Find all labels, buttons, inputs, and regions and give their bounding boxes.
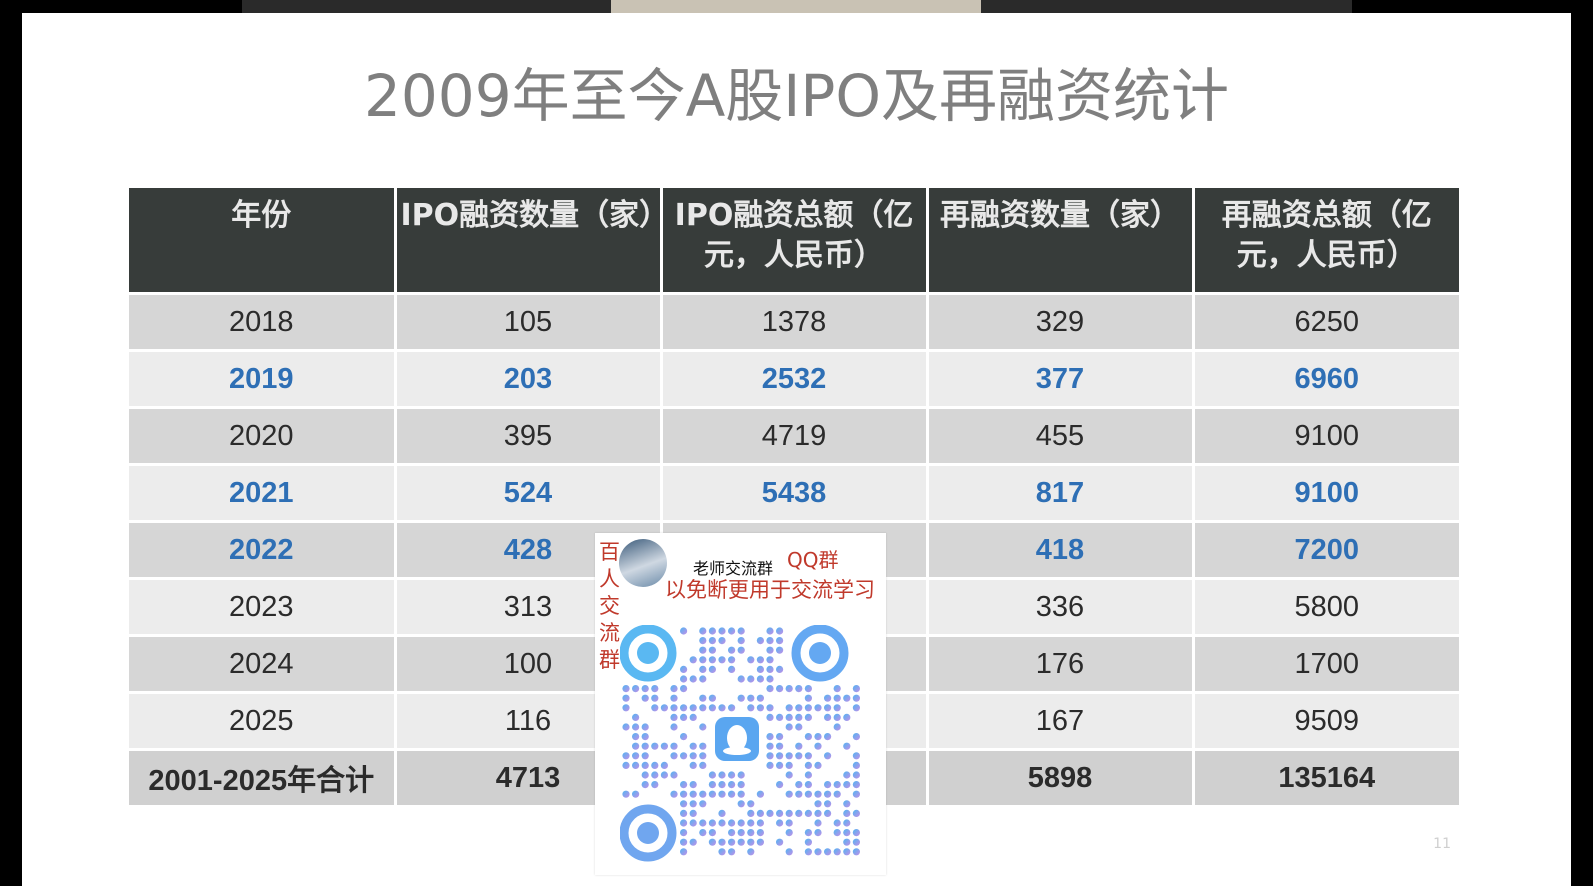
cell-refinance-count: 329 bbox=[927, 292, 1195, 351]
cell-refinance-count: 176 bbox=[927, 634, 1195, 693]
qr-code[interactable] bbox=[620, 625, 870, 863]
cell-ipo-amount: 5438 bbox=[661, 463, 929, 522]
cell-refinance-count: 455 bbox=[927, 406, 1195, 465]
cell-total-refinance-amount: 135164 bbox=[1193, 748, 1459, 805]
cell-ipo-amount: 4719 bbox=[661, 406, 929, 465]
header-year: 年份 bbox=[129, 188, 397, 294]
header-ipo-amount: IPO融资总额（亿元，人民币） bbox=[661, 188, 929, 294]
cell-refinance-amount: 7200 bbox=[1193, 520, 1459, 579]
cell-refinance-count: 817 bbox=[927, 463, 1195, 522]
cell-year: 2025 bbox=[129, 691, 397, 750]
cell-year: 2021 bbox=[129, 463, 397, 522]
top-bar bbox=[0, 0, 1593, 13]
table-row: 2018 105 1378 329 6250 bbox=[129, 292, 1459, 351]
cell-refinance-amount: 6250 bbox=[1193, 292, 1459, 351]
table-header-row: 年份 IPO融资数量（家） IPO融资总额（亿元，人民币） 再融资数量（家） 再… bbox=[129, 188, 1459, 294]
qr-side-label: 百人交流群 bbox=[599, 540, 620, 672]
cell-refinance-amount: 9100 bbox=[1193, 463, 1459, 522]
cell-ipo-count: 395 bbox=[395, 406, 663, 465]
cell-ipo-count: 524 bbox=[395, 463, 663, 522]
cell-refinance-count: 377 bbox=[927, 349, 1195, 408]
cell-year: 2018 bbox=[129, 292, 397, 351]
cell-refinance-amount: 1700 bbox=[1193, 634, 1459, 693]
cell-year: 2020 bbox=[129, 406, 397, 465]
cell-year: 2023 bbox=[129, 577, 397, 636]
cell-refinance-amount: 5800 bbox=[1193, 577, 1459, 636]
group-avatar bbox=[619, 539, 667, 587]
qr-group-overlay[interactable]: 百人交流群 老师交流群 QQ群 以免断更用于交流学习 bbox=[595, 533, 886, 875]
group-name: 老师交流群 bbox=[693, 559, 774, 578]
qq-penguin-icon bbox=[715, 717, 759, 761]
page-number: 11 bbox=[1433, 836, 1451, 852]
cell-refinance-amount: 9509 bbox=[1193, 691, 1459, 750]
cell-refinance-count: 336 bbox=[927, 577, 1195, 636]
cell-refinance-count: 167 bbox=[927, 691, 1195, 750]
qr-notice: 以免断更用于交流学习 bbox=[665, 578, 875, 602]
cell-year: 2024 bbox=[129, 634, 397, 693]
header-refinance-amount: 再融资总额（亿元，人民币） bbox=[1193, 188, 1459, 294]
cell-refinance-count: 418 bbox=[927, 520, 1195, 579]
cell-total-label: 2001-2025年合计 bbox=[129, 748, 397, 805]
group-type-label: QQ群 bbox=[787, 548, 839, 572]
cell-refinance-amount: 6960 bbox=[1193, 349, 1459, 408]
cell-ipo-count: 105 bbox=[395, 292, 663, 351]
cell-ipo-amount: 1378 bbox=[661, 292, 929, 351]
qr-finder-top-left bbox=[620, 625, 677, 682]
cell-ipo-count: 203 bbox=[395, 349, 663, 408]
header-refinance-count: 再融资数量（家） bbox=[927, 188, 1195, 294]
header-ipo-count: IPO融资数量（家） bbox=[395, 188, 669, 294]
qr-finder-bottom-left bbox=[620, 804, 677, 862]
presenter-camera bbox=[611, 0, 981, 13]
cell-ipo-amount: 2532 bbox=[661, 349, 929, 408]
cell-refinance-amount: 9100 bbox=[1193, 406, 1459, 465]
qr-finder-top-right bbox=[791, 625, 849, 682]
cell-total-refinance-count: 5898 bbox=[927, 748, 1195, 805]
table-row: 2019 203 2532 377 6960 bbox=[129, 349, 1459, 408]
table-row: 2020 395 4719 455 9100 bbox=[129, 406, 1459, 465]
table-row: 2021 524 5438 817 9100 bbox=[129, 463, 1459, 522]
cell-year: 2022 bbox=[129, 520, 397, 579]
cell-year: 2019 bbox=[129, 349, 397, 408]
slide-title: 2009年至今A股IPO及再融资统计 bbox=[363, 62, 1230, 130]
